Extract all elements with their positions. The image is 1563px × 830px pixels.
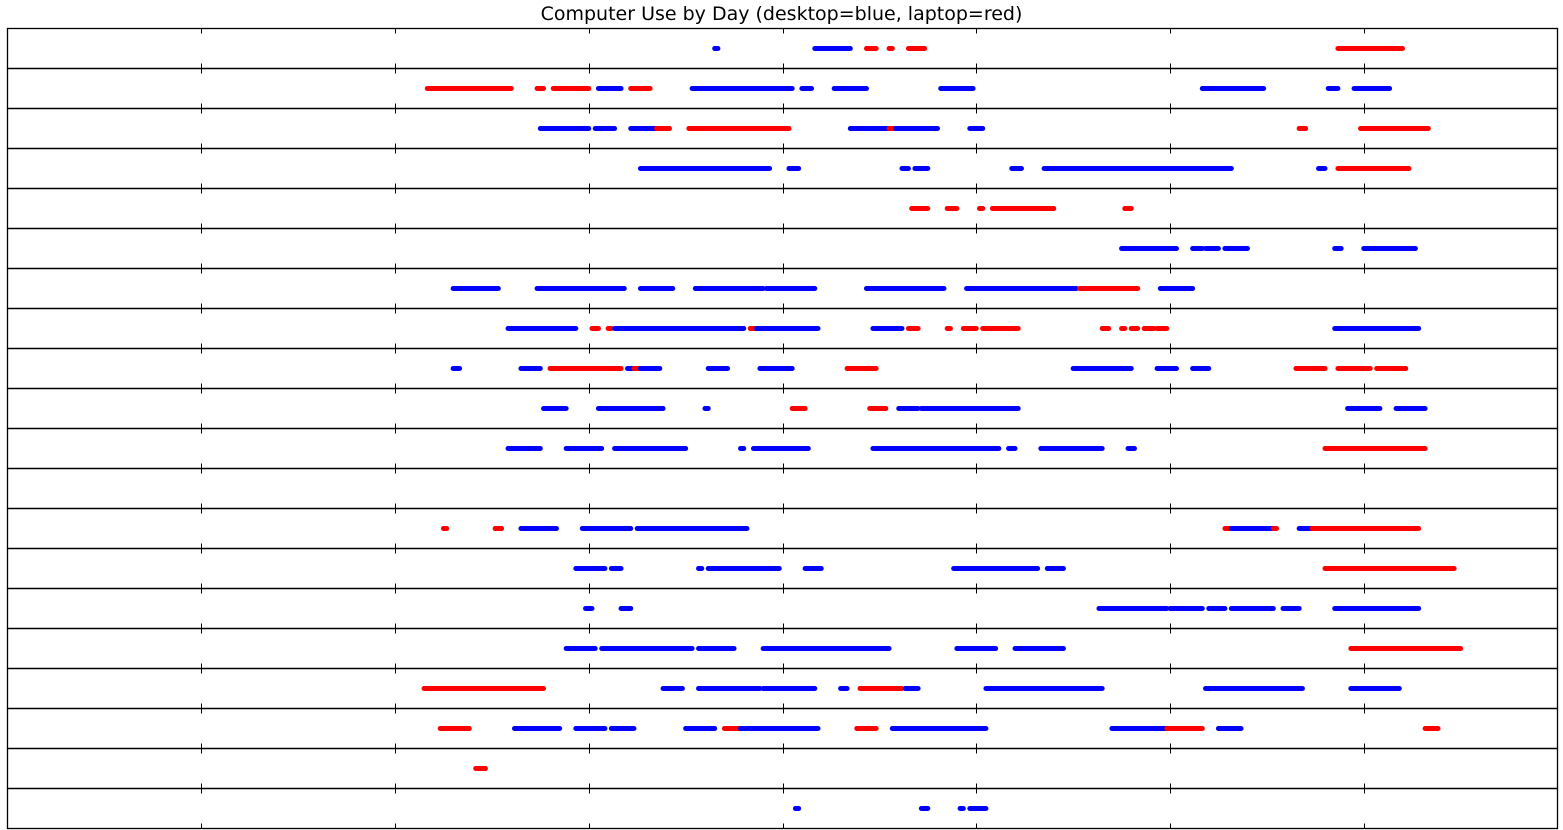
tick-marks — [201, 28, 1365, 829]
day-panel-frame — [6, 587, 1559, 630]
chart-title: Computer Use by Day (desktop=blue, lapto… — [540, 3, 1023, 25]
panel-frames — [6, 27, 1559, 830]
day-panel-frame — [6, 787, 1559, 830]
day-panel-frame — [6, 387, 1559, 430]
day-panel-frame — [6, 187, 1559, 230]
day-panel-frame — [6, 27, 1559, 70]
day-panel-frame — [6, 227, 1559, 270]
day-panel-frame — [6, 747, 1559, 790]
day-panel-frame — [6, 467, 1559, 510]
usage-marks — [421, 46, 1464, 811]
